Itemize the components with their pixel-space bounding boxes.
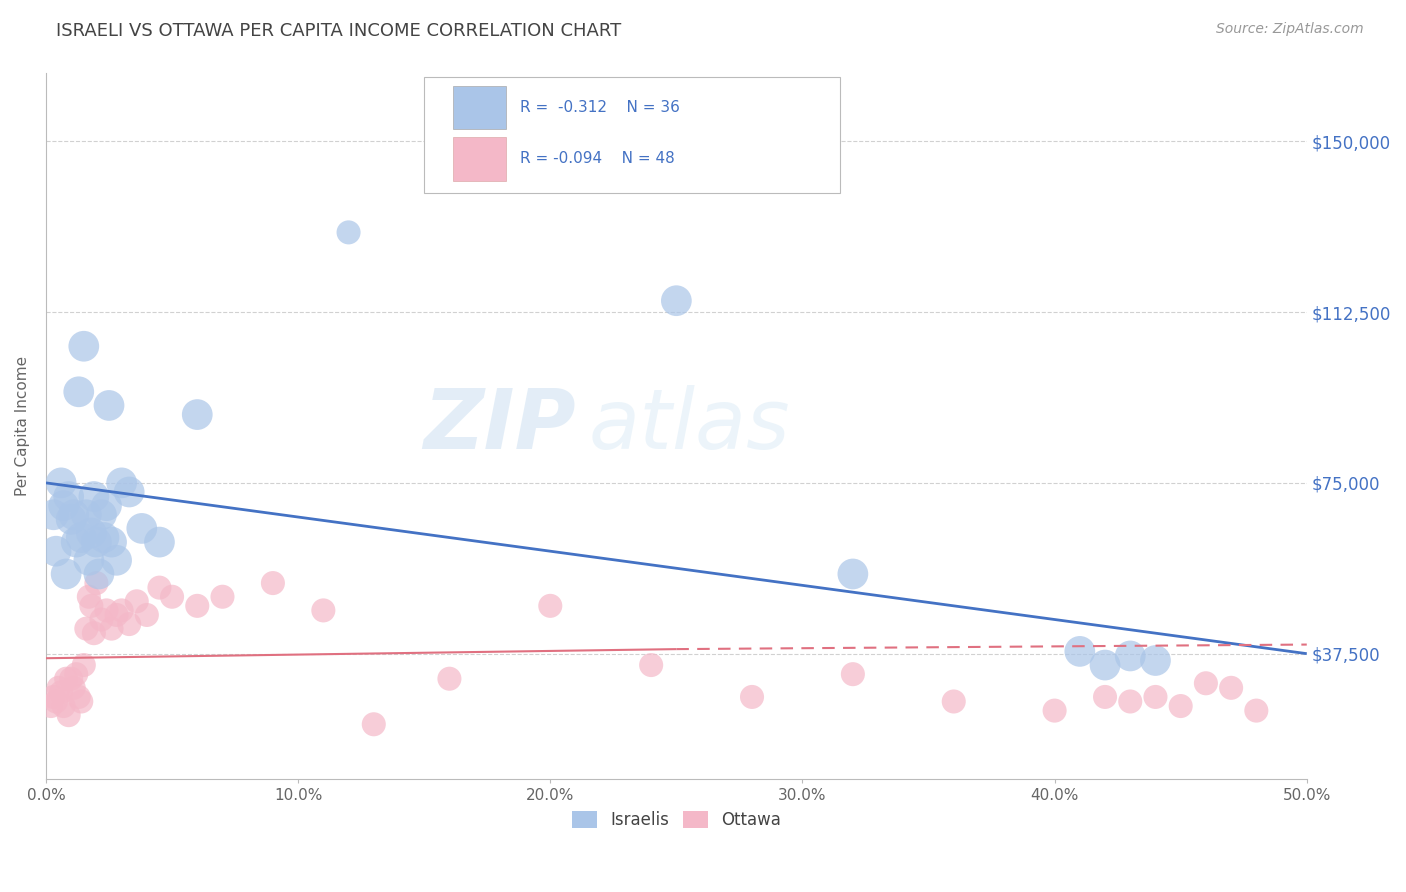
Point — [1069, 644, 1091, 658]
Point — [80, 599, 103, 613]
Point — [131, 521, 153, 535]
Point — [49, 685, 72, 699]
Point — [45, 544, 67, 558]
Point — [42, 690, 65, 704]
Point — [67, 384, 90, 399]
Point — [75, 622, 97, 636]
Point — [73, 658, 96, 673]
Point — [312, 603, 335, 617]
Text: ISRAELI VS OTTAWA PER CAPITA INCOME CORRELATION CHART: ISRAELI VS OTTAWA PER CAPITA INCOME CORR… — [56, 22, 621, 40]
Point — [58, 490, 80, 504]
Point — [741, 690, 763, 704]
Point — [942, 694, 965, 708]
Text: Source: ZipAtlas.com: Source: ZipAtlas.com — [1216, 22, 1364, 37]
Point — [65, 667, 87, 681]
Point — [65, 535, 87, 549]
Bar — [453, 137, 506, 181]
Bar — [453, 86, 506, 129]
Point — [58, 708, 80, 723]
Point — [90, 613, 112, 627]
Point — [42, 508, 65, 522]
Point — [1220, 681, 1243, 695]
Point — [55, 566, 77, 581]
Point — [842, 667, 865, 681]
Point — [111, 603, 134, 617]
Legend: Israelis, Ottawa: Israelis, Ottawa — [567, 806, 786, 834]
Point — [96, 499, 118, 513]
Point — [105, 553, 128, 567]
Point — [262, 576, 284, 591]
Point — [55, 672, 77, 686]
Point — [1246, 704, 1268, 718]
Point — [160, 590, 183, 604]
Point — [105, 607, 128, 622]
Point — [186, 599, 208, 613]
Point — [1094, 690, 1116, 704]
Text: R =  -0.312    N = 36: R = -0.312 N = 36 — [520, 100, 681, 115]
Point — [135, 607, 157, 622]
Point — [73, 339, 96, 353]
Point — [67, 690, 90, 704]
Point — [118, 617, 141, 632]
Point — [77, 590, 100, 604]
Point — [538, 599, 561, 613]
Point — [90, 508, 112, 522]
Point — [87, 566, 110, 581]
FancyBboxPatch shape — [425, 77, 841, 193]
Point — [640, 658, 662, 673]
Point — [39, 699, 62, 714]
Point — [98, 399, 121, 413]
Point — [77, 553, 100, 567]
Text: ZIP: ZIP — [423, 385, 575, 467]
Point — [148, 535, 170, 549]
Point — [62, 508, 84, 522]
Point — [60, 672, 83, 686]
Y-axis label: Per Capita Income: Per Capita Income — [15, 356, 30, 496]
Point — [148, 581, 170, 595]
Point — [1043, 704, 1066, 718]
Point — [1094, 658, 1116, 673]
Point — [186, 408, 208, 422]
Point — [86, 576, 108, 591]
Point — [75, 508, 97, 522]
Point — [70, 694, 93, 708]
Point — [83, 490, 105, 504]
Point — [49, 475, 72, 490]
Point — [665, 293, 688, 308]
Point — [211, 590, 233, 604]
Point — [842, 566, 865, 581]
Point — [45, 694, 67, 708]
Point — [1144, 690, 1167, 704]
Point — [100, 535, 122, 549]
Point — [439, 672, 461, 686]
Point — [1170, 699, 1192, 714]
Point — [1119, 648, 1142, 663]
Point — [1119, 694, 1142, 708]
Point — [337, 226, 360, 240]
Point — [100, 622, 122, 636]
Point — [62, 681, 84, 695]
Point — [86, 535, 108, 549]
Point — [96, 603, 118, 617]
Point — [118, 485, 141, 500]
Point — [52, 699, 75, 714]
Text: R = -0.094    N = 48: R = -0.094 N = 48 — [520, 152, 675, 166]
Point — [83, 626, 105, 640]
Point — [1144, 653, 1167, 667]
Text: atlas: atlas — [588, 385, 790, 467]
Point — [70, 531, 93, 545]
Point — [60, 512, 83, 526]
Point — [48, 681, 70, 695]
Point — [125, 594, 148, 608]
Point — [363, 717, 385, 731]
Point — [1195, 676, 1218, 690]
Point — [52, 499, 75, 513]
Point — [111, 475, 134, 490]
Point — [93, 531, 115, 545]
Point — [80, 526, 103, 541]
